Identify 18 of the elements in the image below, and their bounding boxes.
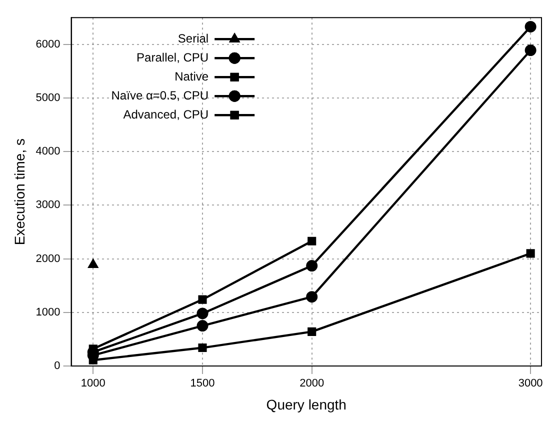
y-tick-label: 4000 [36, 146, 60, 158]
legend-label: Serial [178, 31, 209, 46]
legend-label: Advanced, CPU [123, 107, 209, 122]
legend-label: Native [174, 69, 209, 84]
x-axis-title: Query length [266, 396, 346, 412]
y-tick-label: 2000 [36, 252, 60, 265]
y-axis-title: Execution time, s [11, 138, 28, 246]
x-tick-label: 2000 [300, 378, 324, 390]
legend-label: Naïve α=0.5, CPU [111, 88, 209, 102]
y-tick-label: 5000 [36, 92, 60, 104]
y-tick-label: 1000 [36, 306, 60, 318]
y-tick-label: 0 [54, 360, 60, 372]
x-tick-label: 3000 [518, 378, 543, 390]
x-tick-label: 1500 [190, 378, 215, 390]
y-tick-label: 6000 [36, 38, 60, 50]
legend-label: Parallel, CPU [136, 50, 209, 64]
x-tick-label: 1000 [80, 378, 106, 390]
y-tick-label: 3000 [36, 199, 60, 212]
